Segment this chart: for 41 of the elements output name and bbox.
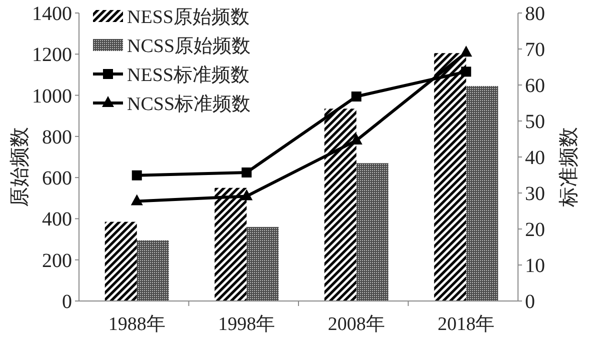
- y-tick-label: 400: [42, 208, 72, 231]
- y-tick-label: 1000: [32, 85, 72, 108]
- y-tick-label: 1200: [32, 44, 72, 66]
- bar: [214, 188, 247, 301]
- bar: [434, 53, 466, 301]
- legend-label: NCSS标准频数: [127, 94, 251, 115]
- bar: [356, 163, 388, 301]
- y-tick-label: 600: [42, 168, 72, 190]
- y2-tick-label: 80: [525, 3, 545, 25]
- y2-tick-label: 40: [525, 147, 545, 169]
- bar: [136, 240, 169, 301]
- y2-tick-label: 30: [525, 183, 545, 205]
- point: [461, 66, 472, 77]
- x-tick-label: 2018年: [438, 314, 495, 335]
- bar: [466, 86, 498, 301]
- y-tick-label: 200: [42, 250, 72, 272]
- y-axis-title: 原始频数: [9, 127, 31, 207]
- point: [130, 194, 143, 206]
- y2-axis-title: 标准频数: [558, 127, 580, 208]
- x-tick-label: 1998年: [218, 314, 276, 335]
- legend-label: NESS原始频数: [127, 7, 250, 28]
- y2-tick-label: 20: [525, 219, 545, 241]
- y-tick-label: 800: [42, 126, 72, 148]
- point: [240, 189, 253, 200]
- legend-label: NCSS原始频数: [127, 36, 251, 57]
- y-tick-label: 1400: [32, 3, 72, 25]
- legend-label: NESS标准频数: [127, 65, 250, 86]
- bar: [324, 108, 356, 301]
- y2-tick-label: 50: [525, 111, 545, 133]
- point: [351, 92, 362, 102]
- y-tick-label: 0: [62, 291, 72, 313]
- y2-tick-label: 0: [525, 291, 535, 313]
- x-tick-label: 2008年: [328, 314, 385, 335]
- bar: [246, 226, 279, 301]
- y2-tick-label: 70: [525, 39, 545, 61]
- x-tick-label: 1988年: [108, 314, 166, 335]
- y2-tick-label: 60: [525, 75, 545, 97]
- bar: [104, 222, 137, 301]
- point: [132, 170, 142, 180]
- y2-tick-label: 10: [525, 255, 545, 277]
- point: [242, 167, 252, 178]
